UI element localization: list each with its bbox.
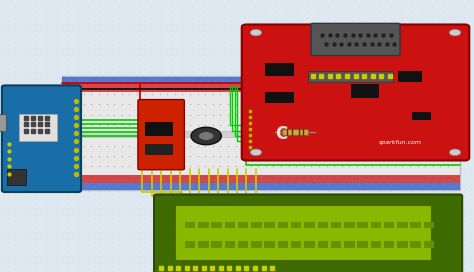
Bar xyxy=(384,241,394,248)
Bar xyxy=(304,222,315,228)
Bar xyxy=(264,241,275,248)
Bar xyxy=(198,222,209,228)
Bar xyxy=(62,84,460,92)
Bar xyxy=(7,169,26,185)
Bar xyxy=(371,222,381,228)
FancyBboxPatch shape xyxy=(154,194,462,272)
Bar xyxy=(265,92,294,103)
Bar xyxy=(410,241,421,248)
Bar xyxy=(198,241,209,248)
Bar xyxy=(424,222,434,228)
Bar xyxy=(291,222,301,228)
Bar xyxy=(397,222,408,228)
Bar xyxy=(264,222,275,228)
Bar xyxy=(318,222,328,228)
Text: sparkfun.com: sparkfun.com xyxy=(379,140,422,145)
Bar xyxy=(238,241,248,248)
Bar xyxy=(412,112,431,120)
Circle shape xyxy=(449,149,461,156)
Bar xyxy=(410,222,421,228)
Bar xyxy=(225,222,235,228)
Bar xyxy=(344,222,355,228)
Bar xyxy=(308,71,393,82)
Bar xyxy=(351,84,379,98)
Bar xyxy=(278,222,288,228)
Bar xyxy=(424,241,434,248)
Circle shape xyxy=(250,29,262,36)
Bar xyxy=(304,241,315,248)
Text: C: C xyxy=(275,125,287,143)
Bar xyxy=(0,114,6,131)
Bar xyxy=(397,241,408,248)
Circle shape xyxy=(250,149,262,156)
Bar xyxy=(211,222,222,228)
Bar xyxy=(398,71,422,82)
Bar xyxy=(331,222,341,228)
FancyBboxPatch shape xyxy=(138,100,184,170)
Bar xyxy=(19,114,57,141)
Circle shape xyxy=(199,132,214,140)
Bar xyxy=(282,129,308,135)
Bar xyxy=(251,222,262,228)
Bar xyxy=(357,222,368,228)
Bar xyxy=(344,241,355,248)
Bar xyxy=(185,222,195,228)
Bar xyxy=(62,77,460,84)
Circle shape xyxy=(449,29,461,36)
Bar xyxy=(62,131,460,137)
Bar xyxy=(238,222,248,228)
Circle shape xyxy=(191,127,221,145)
Bar xyxy=(62,175,460,183)
Bar xyxy=(384,222,394,228)
Bar xyxy=(62,76,460,190)
Bar xyxy=(175,205,431,260)
FancyBboxPatch shape xyxy=(2,85,81,192)
FancyBboxPatch shape xyxy=(242,24,469,160)
Bar xyxy=(265,63,294,76)
Bar xyxy=(185,241,195,248)
Bar xyxy=(357,241,368,248)
Bar xyxy=(62,183,460,190)
Bar xyxy=(278,241,288,248)
Bar xyxy=(371,241,381,248)
Bar xyxy=(331,241,341,248)
Bar xyxy=(145,144,173,155)
Bar xyxy=(291,241,301,248)
Bar xyxy=(225,241,235,248)
Bar xyxy=(211,241,222,248)
FancyBboxPatch shape xyxy=(311,23,400,55)
Bar xyxy=(145,122,173,136)
Bar xyxy=(251,241,262,248)
Bar xyxy=(318,241,328,248)
